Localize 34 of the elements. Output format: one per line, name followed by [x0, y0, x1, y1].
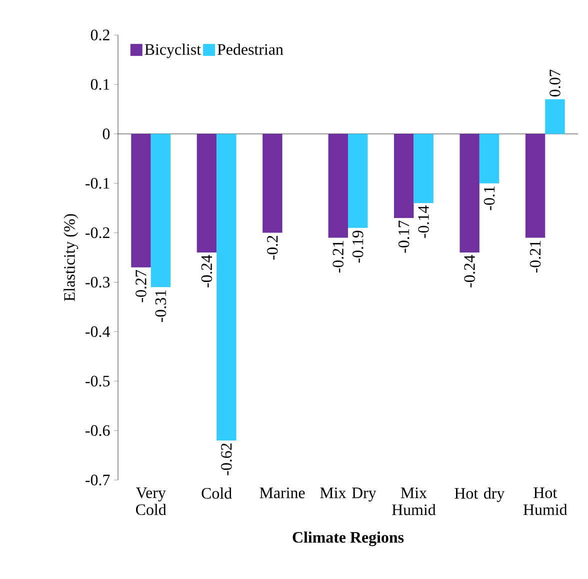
- y-tick-label: -0.4: [86, 326, 110, 338]
- data-label: -0.21: [530, 240, 541, 273]
- x-tick-label: Hot Humid: [523, 488, 568, 516]
- legend-label: Bicyclist: [144, 44, 201, 58]
- x-tick-label: Hot dry: [454, 488, 505, 502]
- y-tick-label: -0.7: [86, 474, 110, 486]
- x-tick-label: Cold: [202, 488, 232, 499]
- data-label: -0.31: [155, 290, 166, 322]
- data-label: -0.1: [484, 186, 495, 210]
- y-axis-title: Elasticity (%): [64, 214, 78, 302]
- y-tick-label: -0.2: [86, 227, 110, 238]
- x-tick-label: Mix Dry: [320, 488, 376, 502]
- data-label: -0.24: [201, 255, 212, 288]
- data-label: -0.62: [221, 444, 232, 476]
- y-tick-label: 0.2: [90, 30, 110, 40]
- x-tick-label: Mix Humid: [392, 488, 436, 516]
- data-label: -0.17: [398, 220, 410, 253]
- y-tick-label: -0.3: [86, 276, 110, 288]
- y-tick-label: 0: [102, 128, 110, 140]
- y-tick-label: -0.5: [86, 376, 110, 387]
- x-axis-title: Climate Regions: [292, 532, 404, 546]
- data-label: -0.27: [136, 270, 146, 302]
- y-tick-label: -0.6: [86, 425, 110, 436]
- data-label: 0.07: [550, 70, 560, 96]
- data-label: -0.2: [267, 236, 278, 260]
- y-tick-label: 0.1: [90, 79, 110, 90]
- x-tick-label: Very Cold: [136, 488, 166, 516]
- data-label: -0.19: [352, 230, 364, 263]
- data-label: -0.14: [418, 206, 429, 238]
- legend-label: Pedestrian: [217, 44, 284, 55]
- y-tick-label: -0.1: [86, 178, 110, 189]
- data-label: -0.24: [464, 255, 475, 288]
- data-label: -0.21: [332, 240, 344, 273]
- x-tick-label: Marine: [260, 488, 305, 498]
